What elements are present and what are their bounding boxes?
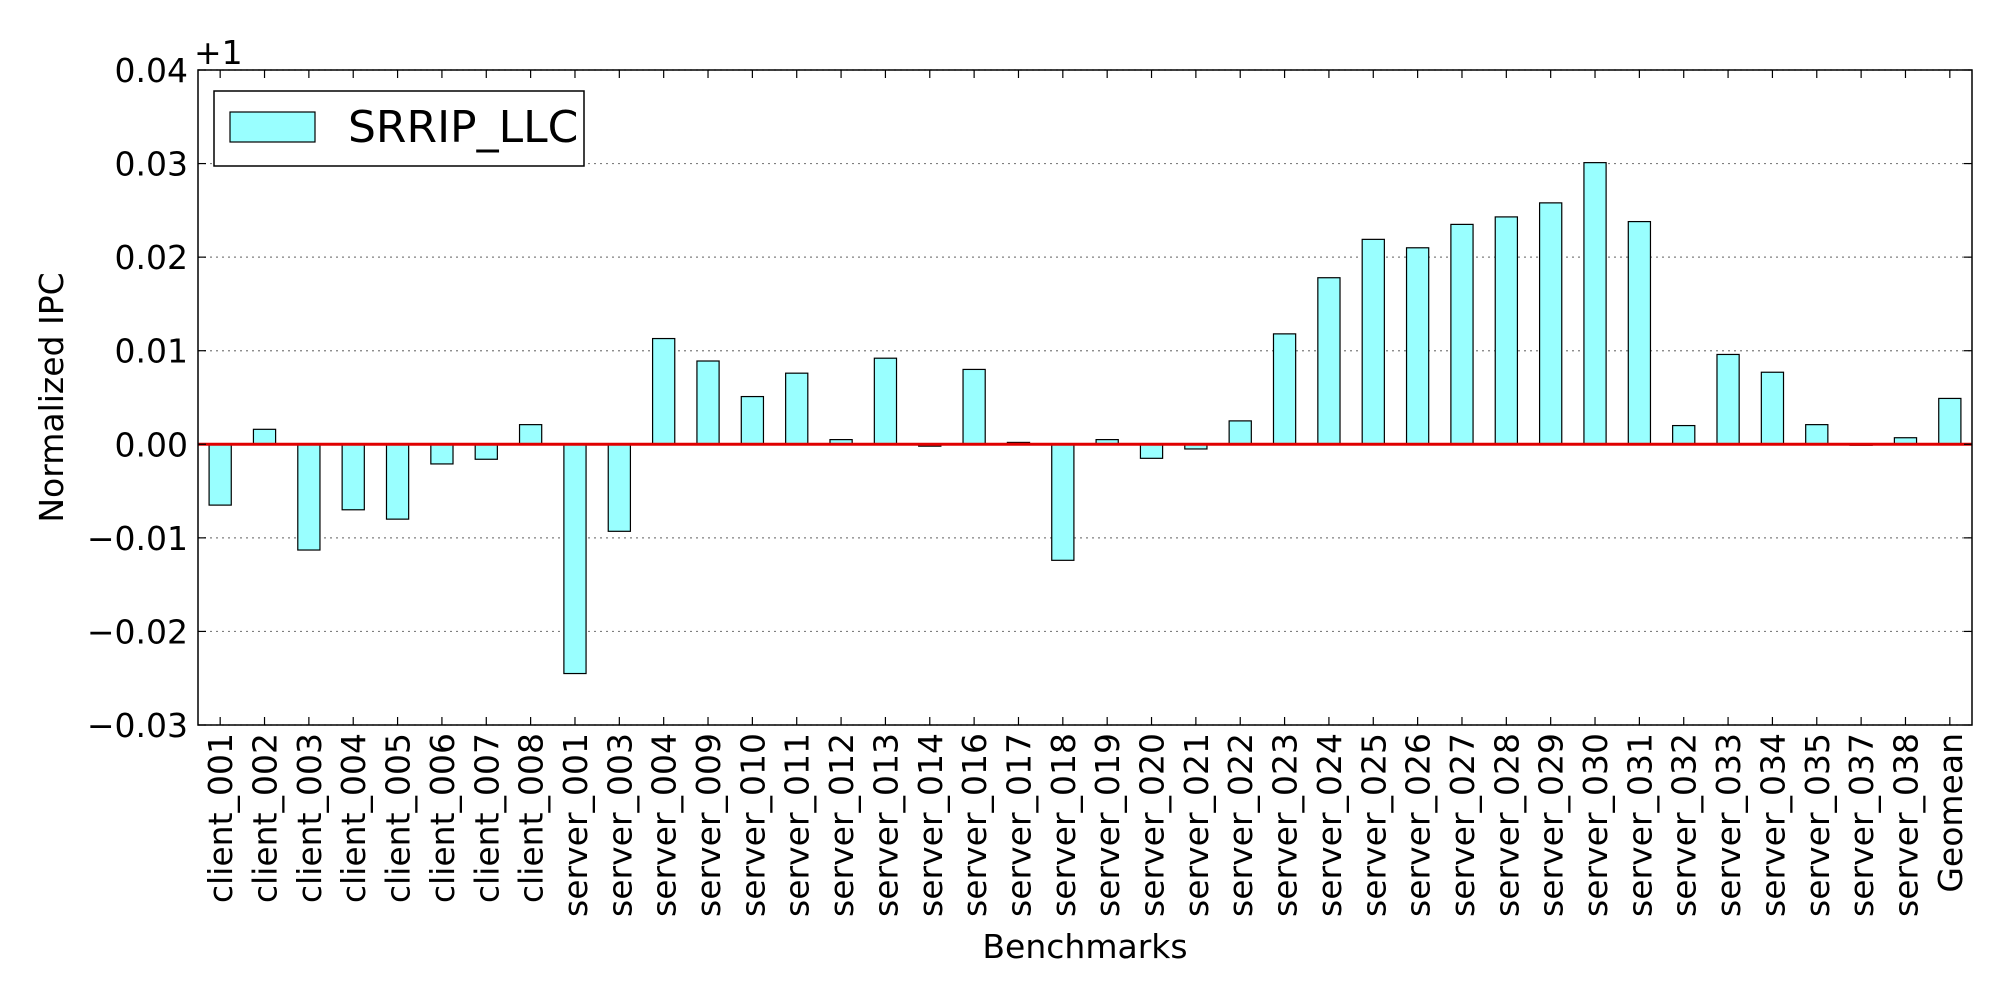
bar-server_027	[1450, 223, 1474, 445]
bar-server_020	[1139, 443, 1164, 459]
bar-server_026	[1405, 247, 1430, 445]
x-tick-labels: client_001 client_002 client_003 client_004…	[201, 733, 1970, 917]
x-tick-label: server_004	[645, 733, 684, 917]
bar-server_016	[962, 368, 986, 445]
bar-server_018	[1051, 443, 1075, 561]
x-tick-label: server_025	[1354, 733, 1393, 917]
x-tick-label: server_038	[1886, 733, 1925, 917]
x-tick-label: server_009	[689, 733, 728, 917]
x-tick-label: client_003	[290, 733, 329, 903]
x-tick-label: client_001	[201, 733, 240, 903]
bar-server_023	[1272, 333, 1297, 445]
x-tick-label: server_020	[1133, 733, 1172, 917]
bar-server_031	[1627, 220, 1652, 445]
x-tick-label: server_011	[778, 733, 817, 917]
x-tick-label: server_033	[1709, 733, 1748, 917]
bar-server_035	[1805, 424, 1829, 445]
bar-series	[208, 162, 1962, 675]
bar-client_004	[341, 443, 365, 511]
bar-client_003	[297, 443, 321, 551]
x-tick-label: server_034	[1753, 733, 1792, 917]
y-axis-label: Normalized IPC	[32, 272, 71, 522]
x-axis-label: Benchmarks	[982, 927, 1187, 966]
x-tick-label: server_023	[1266, 733, 1305, 917]
x-tick-label: server_029	[1532, 733, 1571, 917]
x-tick-label: server_001	[556, 733, 595, 917]
bar-client_005	[385, 443, 410, 520]
x-tick-label: server_030	[1576, 733, 1615, 917]
bar-server_001	[563, 443, 587, 675]
legend-swatch	[229, 111, 316, 143]
bar-server_004	[651, 337, 676, 445]
x-tick-label: client_002	[246, 733, 285, 903]
y-offset-label: +1	[194, 33, 243, 72]
x-tick-label: server_027	[1443, 733, 1482, 917]
x-tick-label: client_005	[379, 733, 418, 903]
bar-server_029	[1538, 202, 1563, 445]
x-tick-label: client_008	[512, 733, 551, 903]
bar-server_028	[1494, 216, 1519, 445]
x-tick-label: server_014	[911, 733, 950, 917]
legend-label: SRRIP_LLC	[348, 102, 578, 153]
bar-server_024	[1317, 277, 1341, 445]
bar-client_006	[430, 443, 454, 465]
x-tick-label: Geomean	[1931, 733, 1970, 893]
x-tick-label: server_026	[1399, 733, 1438, 917]
bar-server_034	[1760, 371, 1785, 445]
bar-server_033	[1716, 353, 1740, 445]
x-tick-label: server_024	[1310, 733, 1349, 917]
y-tick-label: 0.02	[115, 238, 188, 277]
y-tick-label: 0.00	[115, 425, 188, 464]
bar-server_032	[1672, 424, 1696, 445]
y-tick-label: −0.03	[87, 706, 188, 745]
y-tick-label: −0.01	[87, 519, 188, 558]
x-tick-label: server_022	[1221, 733, 1260, 917]
bar-client_002	[252, 428, 277, 445]
legend: SRRIP_LLC	[213, 90, 585, 167]
y-tick-label: 0.03	[115, 145, 188, 184]
x-tick-label: client_004	[334, 733, 373, 903]
y-tick-labels: −0.03 −0.02 −0.01 0.00 0.01 0.02 0.03 0.04	[87, 51, 188, 745]
bar-server_003	[607, 443, 632, 532]
x-tick-label: server_003	[600, 733, 639, 917]
bar-server_022	[1228, 420, 1252, 445]
bar-server_011	[785, 372, 809, 445]
y-tick-label: −0.02	[87, 612, 188, 651]
plot-frame	[197, 69, 1973, 726]
bar-client_001	[208, 443, 232, 506]
x-tick-label: server_028	[1487, 733, 1526, 917]
x-tick-label: client_007	[467, 733, 506, 903]
y-tick-label: 0.01	[115, 332, 188, 371]
axis-ticks	[198, 69, 1972, 726]
bar-server_010	[740, 395, 765, 445]
x-tick-label: server_037	[1842, 733, 1881, 917]
y-tick-label: 0.04	[115, 51, 188, 90]
bar-client_008	[518, 424, 543, 445]
x-tick-label: server_032	[1665, 733, 1704, 917]
x-tick-label: client_006	[423, 733, 462, 903]
bar-client_007	[474, 443, 498, 460]
x-tick-label: server_016	[955, 733, 994, 917]
x-tick-label: server_019	[1088, 733, 1127, 917]
x-tick-label: server_018	[1044, 733, 1083, 917]
bar-Geomean	[1938, 397, 1962, 445]
x-tick-label: server_035	[1798, 733, 1837, 917]
x-tick-label: server_010	[733, 733, 772, 917]
x-tick-label: server_012	[822, 733, 861, 917]
bar-server_009	[696, 360, 720, 445]
x-tick-label: server_017	[999, 733, 1038, 917]
bar-server_013	[873, 357, 898, 445]
bar-server_025	[1361, 238, 1385, 445]
x-tick-label: server_021	[1177, 733, 1216, 917]
x-tick-label: server_031	[1620, 733, 1659, 917]
bar-server_030	[1583, 162, 1607, 445]
x-tick-label: server_013	[866, 733, 905, 917]
